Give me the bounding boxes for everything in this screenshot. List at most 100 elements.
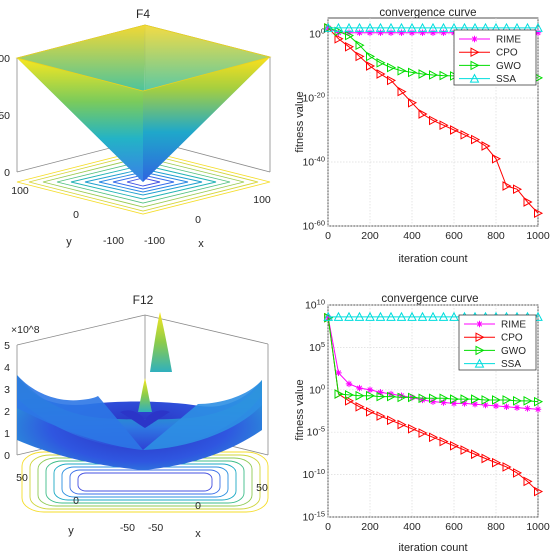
- f12-z-tick-label: 2: [4, 406, 10, 418]
- f12-z-ticks: 5 4 3 2 1 0: [4, 340, 10, 462]
- conv-top-series-ssa-marker: [386, 22, 396, 32]
- f12-z-tick-label: 5: [4, 340, 10, 352]
- conv-top-series-gwo-marker: [397, 65, 407, 76]
- conv-top-series-rime-marker: [440, 29, 447, 36]
- conv-top-series-gwo-marker: [439, 70, 449, 81]
- conv-bot-series-rime-marker: [461, 400, 468, 407]
- conv-top-series-rime-marker: [429, 29, 437, 36]
- conv-top-legend-item-rime-label: RIME: [496, 35, 521, 46]
- f12-surface-panel: F12 ×10^8: [4, 293, 269, 540]
- conv-bot-series-gwo-marker: [450, 394, 460, 404]
- conv-top-series-gwo-marker: [324, 23, 334, 33]
- conv-bot-series-cpo-marker: [376, 411, 386, 421]
- conv-bot-x-label: iteration count: [398, 542, 467, 554]
- conv-bot-series-ssa-marker: [396, 311, 407, 321]
- conv-bot-series-ssa-marker: [354, 311, 365, 321]
- conv-bot-series-cpo-marker: [418, 428, 428, 438]
- conv-top-series-gwo-marker: [345, 30, 355, 41]
- conv-bot-series-gwo-marker: [366, 390, 376, 401]
- f4-x-tick-label: 100: [253, 194, 271, 206]
- conv-top-series-cpo-marker: [481, 141, 491, 151]
- f12-x-tick-label: -50: [148, 522, 163, 534]
- conv-top-x-tick-label: 800: [487, 230, 505, 242]
- conv-bot-y-tick-label: 10-5: [307, 425, 325, 439]
- conv-top-series-rime-marker: [345, 29, 353, 36]
- conv-bot-series-ssa-marker: [428, 311, 438, 321]
- conv-top-series-cpo-marker: [471, 134, 481, 145]
- f12-z-tick-label: 3: [4, 384, 10, 396]
- conv-bot-series-rime-marker: [440, 399, 447, 406]
- conv-bot-series-cpo-marker: [408, 423, 418, 434]
- conv-top-series-cpo-marker: [513, 184, 523, 195]
- conv-top-series-cpo-marker: [450, 125, 460, 135]
- conv-top-legend-item-rime-marker: [471, 35, 478, 43]
- f4-surface-panel: F4: [0, 7, 272, 250]
- conv-bot-series-rime-marker: [492, 402, 500, 410]
- f12-x-tick-label: 0: [195, 500, 201, 512]
- conv-bot-series-gwo-marker: [387, 391, 397, 402]
- f12-y-tick-label: 50: [16, 472, 28, 484]
- conv-top-series-gwo-marker: [387, 62, 397, 73]
- conv-bot-series-gwo-marker: [345, 390, 355, 400]
- f12-z-tick-label: 4: [4, 362, 10, 374]
- conv-top-series-ssa-marker: [417, 22, 428, 32]
- conv-bot-series-group: [323, 311, 544, 497]
- f12-y-tick-label: -50: [120, 522, 135, 534]
- f12-title: F12: [133, 293, 154, 307]
- conv-top-series-cpo-marker: [366, 61, 376, 71]
- f4-z-ticks: 100 50 0: [0, 53, 10, 179]
- f4-x-label: x: [198, 238, 204, 250]
- conv-top-series-cpo-marker: [460, 129, 470, 140]
- conv-bot-series-gwo-marker: [355, 390, 365, 401]
- conv-top-series-rime-marker: [366, 29, 374, 36]
- conv-bot-series-ssa-marker: [333, 311, 344, 321]
- conv-bot-legend-item-cpo-marker: [475, 332, 485, 343]
- conv-top-series-cpo-marker: [534, 208, 544, 219]
- f4-title: F4: [136, 7, 150, 21]
- f12-x-tick-label: 50: [256, 482, 268, 494]
- conv-top-legend-item-gwo-label: GWO: [496, 61, 521, 72]
- conv-bot-series-rime-marker: [429, 398, 437, 405]
- conv-top-series-rime-marker: [419, 29, 426, 36]
- conv-top-x-tick-label: 400: [403, 230, 421, 242]
- conv-bot-series-rime-marker: [450, 400, 458, 407]
- conv-top-legend-item-cpo-label: CPO: [496, 48, 518, 59]
- conv-bot-y-label: fitness value: [294, 379, 306, 440]
- conv-bot-series-cpo-marker: [387, 415, 397, 426]
- f12-x-ticks: -50 0 50: [148, 482, 268, 534]
- conv-bot-series-cpo-marker: [460, 445, 470, 455]
- conv-bot-series-gwo-marker: [418, 393, 428, 404]
- conv-bot-x-tick-label: 200: [361, 521, 379, 533]
- conv-top-series-ssa-marker: [396, 22, 407, 32]
- conv-bot-series-ssa-marker: [386, 311, 396, 321]
- conv-bot-legend-item-ssa-label: SSA: [501, 359, 521, 370]
- conv-top-series-ssa-marker: [333, 22, 344, 32]
- conv-bot-x-tick-label: 600: [445, 521, 463, 533]
- conv-bot-series-gwo-marker: [492, 395, 502, 405]
- conv-bot-series-ssa-marker: [407, 311, 417, 321]
- conv-bot-series-ssa-marker: [344, 311, 354, 321]
- conv-bot-x-tick-label: 400: [403, 521, 421, 533]
- conv-bot-series-cpo-marker: [502, 462, 512, 472]
- conv-top-series-cpo-line: [327, 27, 539, 214]
- f4-x-tick-label: 0: [195, 214, 201, 226]
- conv-bot-series-cpo-marker: [366, 407, 376, 417]
- conv-bot-y-tick-label: 10-15: [302, 510, 325, 524]
- conv-top-series-cpo-marker: [492, 153, 502, 164]
- conv-top-series-gwo-marker: [376, 57, 386, 68]
- conv-top-title: convergence curve: [379, 7, 476, 19]
- conv-bot-series-rime-marker: [513, 404, 521, 411]
- conv-top-series-ssa-marker: [323, 22, 334, 32]
- convergence-plot-top: convergence curve 0 200 400 600 800 1000 100 1…: [294, 7, 550, 265]
- f12-z-tick-label: 1: [4, 428, 10, 440]
- conv-bot-series-cpo-marker: [355, 401, 365, 412]
- conv-bot-series-rime-marker: [377, 389, 384, 396]
- f4-surface: [15, 24, 272, 182]
- conv-bot-series-cpo-marker: [439, 436, 449, 447]
- conv-bot-series-rime-marker: [503, 403, 510, 410]
- conv-bot-x-ticks: 0 200 400 600 800 1000: [325, 521, 550, 533]
- conv-top-series-ssa-marker: [428, 22, 438, 32]
- f12-y-label: y: [68, 525, 74, 537]
- f12-surface: [17, 312, 262, 470]
- conv-top-series-rime-marker: [335, 29, 342, 36]
